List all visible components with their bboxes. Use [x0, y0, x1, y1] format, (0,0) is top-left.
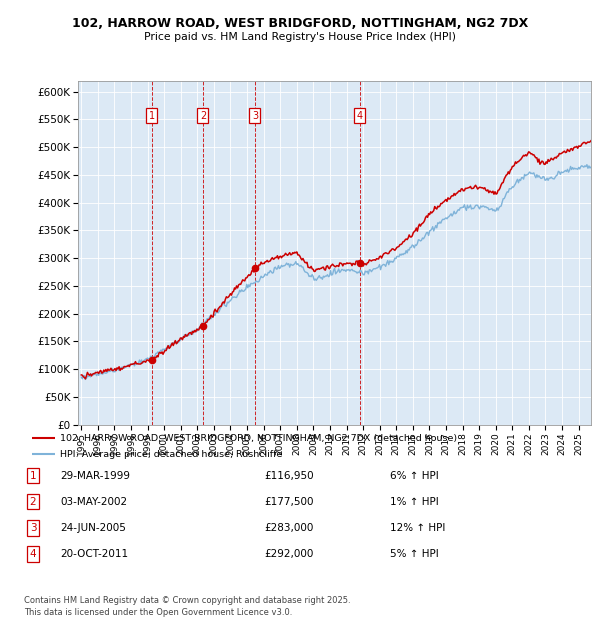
- Text: Contains HM Land Registry data © Crown copyright and database right 2025.
This d: Contains HM Land Registry data © Crown c…: [24, 596, 350, 617]
- Text: 24-JUN-2005: 24-JUN-2005: [60, 523, 126, 533]
- Text: £177,500: £177,500: [264, 497, 314, 507]
- Text: 5% ↑ HPI: 5% ↑ HPI: [390, 549, 439, 559]
- Text: 29-MAR-1999: 29-MAR-1999: [60, 471, 130, 480]
- Text: 2: 2: [29, 497, 37, 507]
- Text: HPI: Average price, detached house, Rushcliffe: HPI: Average price, detached house, Rush…: [60, 450, 283, 459]
- Text: £283,000: £283,000: [264, 523, 313, 533]
- Text: 03-MAY-2002: 03-MAY-2002: [60, 497, 127, 507]
- Text: 1: 1: [149, 110, 155, 120]
- Text: 3: 3: [252, 110, 258, 120]
- Text: 20-OCT-2011: 20-OCT-2011: [60, 549, 128, 559]
- Text: 4: 4: [29, 549, 37, 559]
- Text: 6% ↑ HPI: 6% ↑ HPI: [390, 471, 439, 480]
- Text: 102, HARROW ROAD, WEST BRIDGFORD, NOTTINGHAM, NG2 7DX (detached house): 102, HARROW ROAD, WEST BRIDGFORD, NOTTIN…: [60, 433, 457, 443]
- Text: £292,000: £292,000: [264, 549, 313, 559]
- Text: 12% ↑ HPI: 12% ↑ HPI: [390, 523, 445, 533]
- Text: 2: 2: [200, 110, 206, 120]
- Text: 3: 3: [29, 523, 37, 533]
- Text: 1: 1: [29, 471, 37, 480]
- Text: 102, HARROW ROAD, WEST BRIDGFORD, NOTTINGHAM, NG2 7DX: 102, HARROW ROAD, WEST BRIDGFORD, NOTTIN…: [72, 17, 528, 30]
- Text: 1% ↑ HPI: 1% ↑ HPI: [390, 497, 439, 507]
- Text: £116,950: £116,950: [264, 471, 314, 480]
- Text: Price paid vs. HM Land Registry's House Price Index (HPI): Price paid vs. HM Land Registry's House …: [144, 32, 456, 42]
- Text: 4: 4: [357, 110, 363, 120]
